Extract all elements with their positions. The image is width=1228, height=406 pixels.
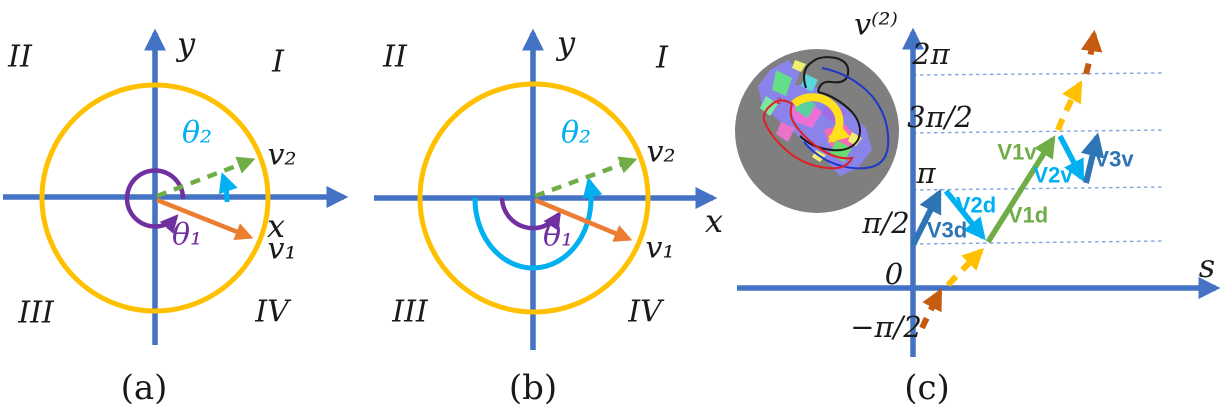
brain-inset: 2 [735, 49, 899, 213]
caption-b: (b) [509, 368, 557, 406]
quadrant-iv-label: IV [254, 295, 292, 330]
quadrant-iii-label: III [391, 295, 429, 330]
inset-contour-black [803, 56, 850, 93]
theta2-offset-arrow [218, 172, 238, 203]
v2-axis-label: v⁽²⁾ [854, 8, 898, 43]
map-patch [772, 70, 792, 96]
map-patch [776, 122, 795, 142]
theta2-arc-arrow [472, 177, 603, 271]
tick-0: 0 [885, 257, 903, 291]
inset-contour-black [799, 91, 861, 152]
label-v3v: V3v [1094, 147, 1134, 172]
vector-v2 [534, 156, 638, 199]
caption-c: (c) [904, 368, 950, 406]
inset-rotation-arrow [791, 93, 851, 144]
quadrant-ii-label: II [382, 40, 408, 75]
v1-label: v₁ [268, 232, 297, 267]
quadrant-ii-label: II [7, 40, 33, 75]
theta1-full-rotation-arrow [124, 168, 186, 234]
trajectory-yellow-dashed-low [945, 247, 985, 288]
label-v1v: V1v [997, 140, 1037, 165]
quadrant-i-label: I [655, 41, 669, 76]
x-axis-label: x [705, 202, 723, 240]
theta1-label: θ₁ [543, 219, 573, 254]
trajectory-brown-dashed-low [919, 288, 943, 330]
trajectory-brown-dashed-up [1080, 29, 1103, 75]
map-patch [848, 132, 862, 146]
panel-a: II I III IV y x v₂ v₁ θ₂ θ₁ (a) [3, 25, 349, 406]
v2-label: v₂ [647, 135, 676, 170]
gridline-2pi [912, 72, 1164, 76]
theta2-label: θ₂ [561, 116, 591, 151]
label-v2v: V2v [1033, 163, 1073, 188]
s-axis-label: s [1199, 247, 1215, 285]
panel-c: v⁽²⁾ s 2π 3π/2 π π/2 0 −π/2 V1v V2v V3v … [735, 8, 1221, 406]
theta2-label: θ₂ [182, 116, 212, 151]
tick-3pi2: 3π/2 [907, 100, 973, 134]
tick-pi2: π/2 [861, 206, 909, 240]
tick-2pi: 2π [911, 37, 950, 71]
inset-tiny-label: 2 [776, 96, 781, 106]
segment-v2d-arrow [943, 189, 986, 241]
label-v1d: V1d [1008, 203, 1048, 228]
quadrant-i-label: I [271, 45, 285, 80]
theta1-arc-arrow [499, 197, 561, 231]
segment-v2v-arrow [1057, 134, 1085, 182]
segment-v3v-arrow [1080, 132, 1105, 184]
y-axis-label: y [175, 25, 196, 63]
y-axis-label: y [555, 24, 576, 62]
theta1-label: θ₁ [172, 218, 202, 253]
tick-pi: π [915, 156, 936, 190]
x-axis-label: x [267, 207, 285, 245]
panel-b: II I III IV y x v₂ v₁ θ₂ θ₁ (b) [374, 24, 723, 406]
tick-neg-pi2: −π/2 [850, 310, 922, 344]
quadrant-iii-label: III [17, 296, 55, 331]
quadrant-iv-label: IV [627, 295, 665, 330]
trajectory-yellow-dashed-up [1055, 80, 1083, 132]
vector-v1 [534, 197, 633, 242]
inset-contour-red [762, 99, 854, 170]
map-patch [792, 60, 806, 72]
unit-circle [417, 81, 651, 315]
label-v3d: V3d [927, 218, 967, 243]
segment-v1d-arrow [985, 135, 1056, 244]
label-v2d: V2d [956, 193, 996, 218]
segment-v3d-arrow [910, 188, 942, 247]
v2-label: v₂ [268, 138, 297, 173]
v1-label: v₁ [646, 231, 675, 266]
unit-circle [39, 82, 271, 314]
caption-a: (a) [121, 368, 168, 406]
inset-contour-blue [803, 67, 890, 170]
vector-v1 [156, 197, 254, 241]
